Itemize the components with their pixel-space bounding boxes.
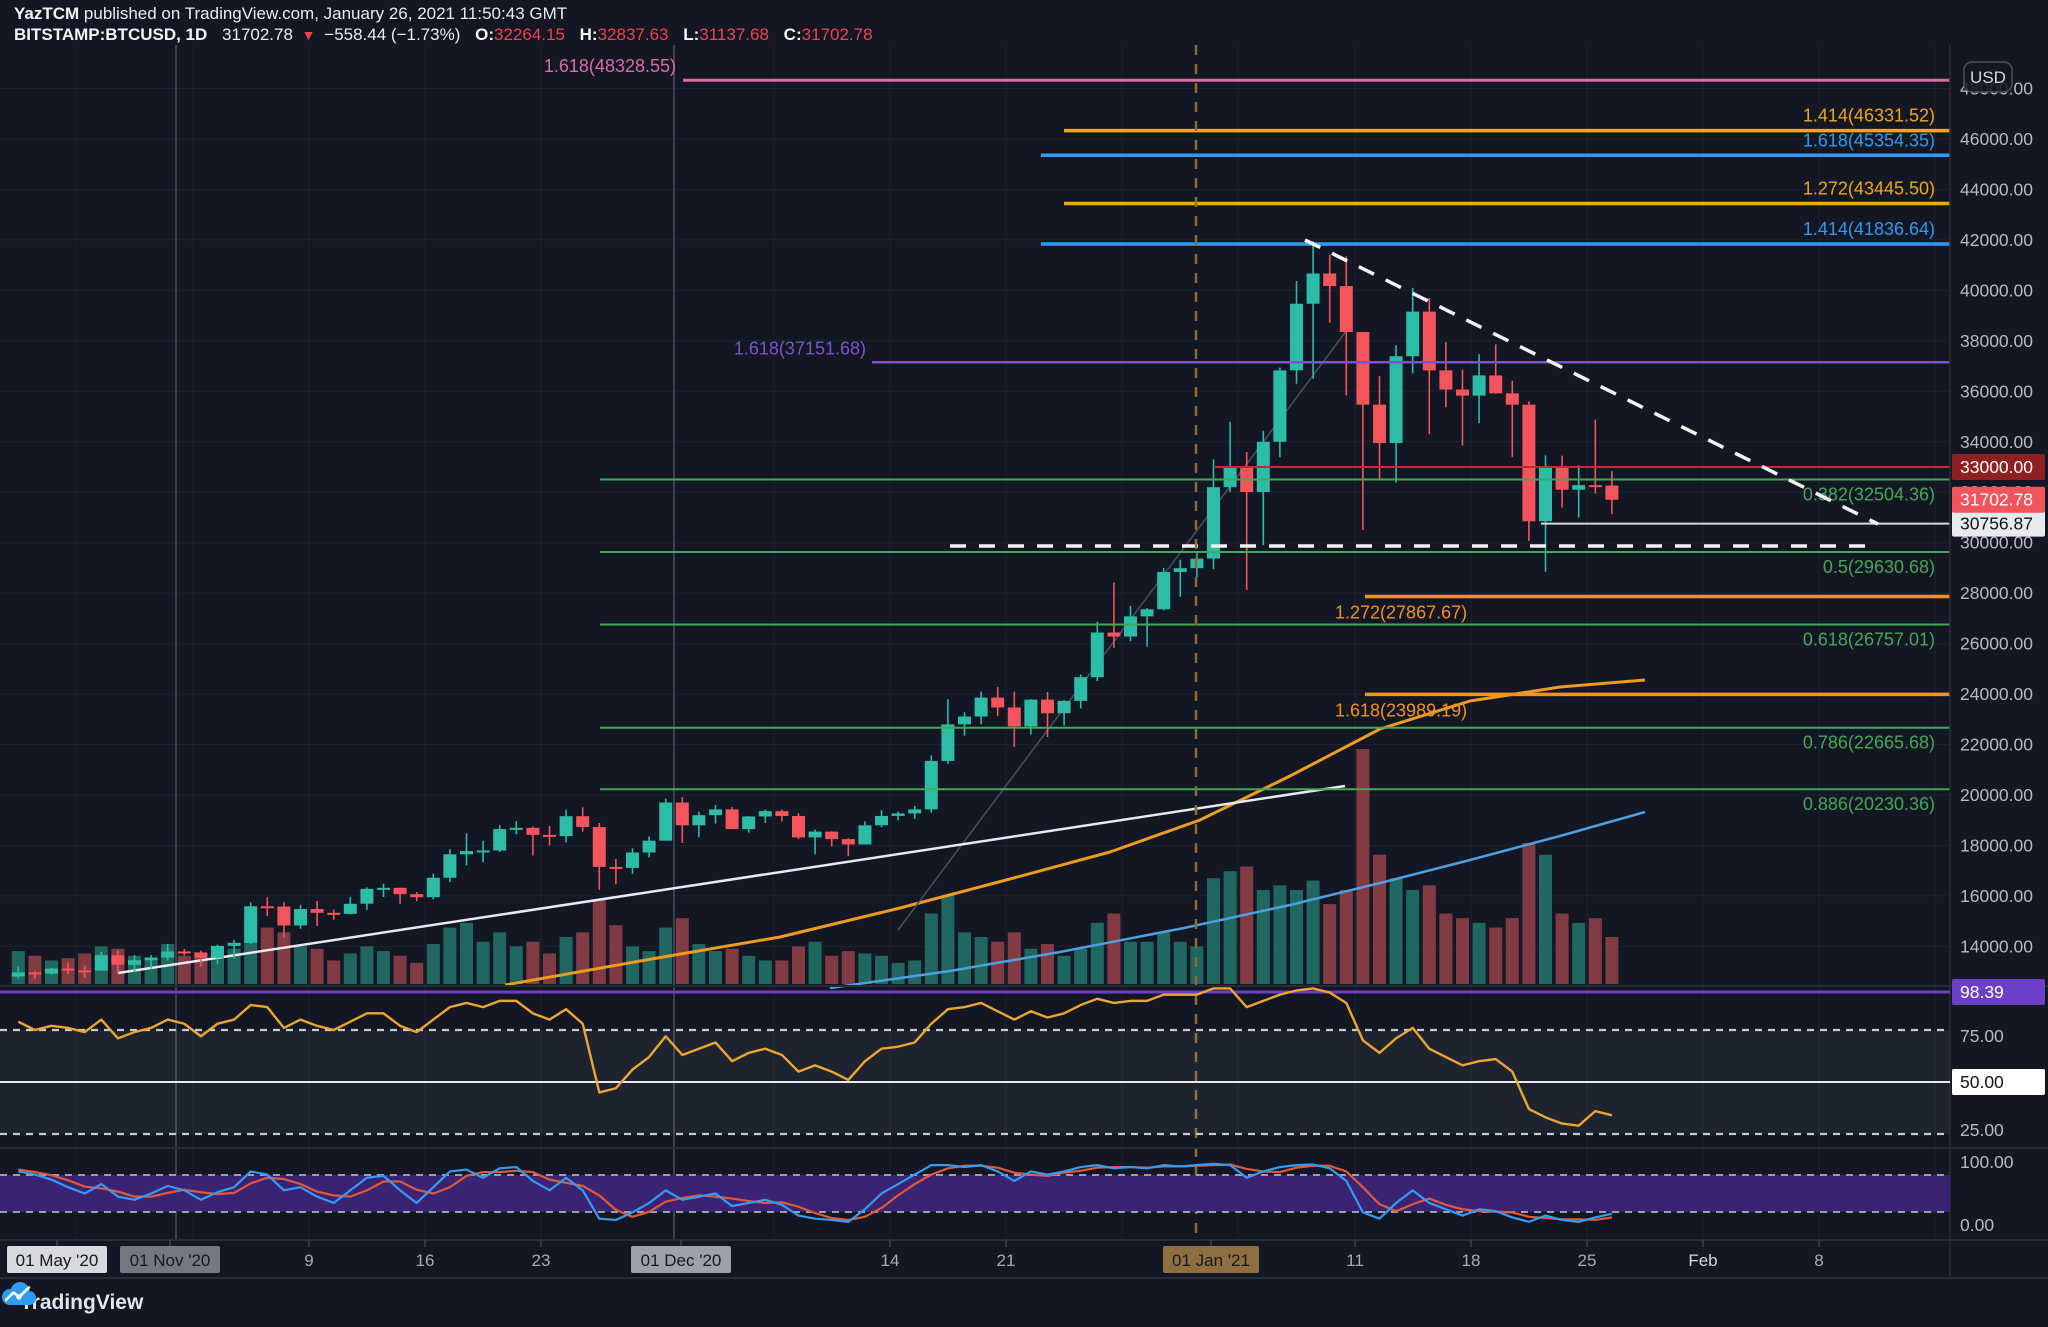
svg-text:25.00: 25.00 [1960, 1120, 2004, 1140]
svg-text:21: 21 [997, 1251, 1016, 1270]
svg-text:0.618(26757.01): 0.618(26757.01) [1803, 630, 1935, 650]
fib-extension-pink: 1.618(48328.55) [544, 56, 1950, 82]
svg-text:33000.00: 33000.00 [1960, 457, 2033, 477]
svg-text:8: 8 [1814, 1251, 1823, 1270]
open-label: O: [475, 25, 494, 44]
svg-text:20000.00: 20000.00 [1960, 785, 2033, 805]
last-price: 31702.78 [222, 25, 293, 44]
svg-text:46000.00: 46000.00 [1960, 129, 2033, 149]
svg-text:0.00: 0.00 [1960, 1215, 1994, 1235]
price-scale[interactable]: 48000.0046000.0044000.0042000.0040000.00… [1952, 79, 2045, 1235]
svg-text:14000.00: 14000.00 [1960, 936, 2033, 956]
low-label: L: [683, 25, 700, 44]
volume-bars [11, 749, 1619, 984]
svg-text:USD: USD [1970, 68, 2006, 87]
svg-text:18: 18 [1462, 1251, 1481, 1270]
svg-text:01 Dec '20: 01 Dec '20 [641, 1251, 722, 1270]
price-change: −558.44 (−1.73%) [324, 25, 461, 44]
footer: TradingView [0, 1279, 2048, 1327]
svg-text:25: 25 [1578, 1251, 1597, 1270]
close-label: C: [783, 25, 802, 44]
fib-retracement-green: 0.382(32504.36) 0.5(29630.68) 0.618(26757.… [600, 478, 1950, 814]
svg-text:30756.87: 30756.87 [1960, 514, 2033, 534]
svg-text:36000.00: 36000.00 [1960, 381, 2033, 401]
svg-text:0.5(29630.68): 0.5(29630.68) [1823, 557, 1935, 577]
moving-averages [504, 678, 1646, 990]
high-label: H: [579, 25, 598, 44]
svg-text:14: 14 [881, 1251, 900, 1270]
fib-extension-orange: 1.272(27867.67) 1.618(23989.19) [1335, 594, 1950, 720]
svg-text:01 May '20: 01 May '20 [16, 1251, 99, 1270]
rsi-pane [0, 987, 1950, 1136]
high-value: 32837.63 [597, 25, 669, 44]
svg-text:31702.78: 31702.78 [1960, 490, 2033, 510]
svg-text:30000.00: 30000.00 [1960, 533, 2033, 553]
svg-text:28000.00: 28000.00 [1960, 583, 2033, 603]
svg-text:44000.00: 44000.00 [1960, 179, 2033, 199]
trendlines [117, 325, 1351, 975]
level-lines [1215, 466, 1950, 525]
fib-extension-yellow: 1.414(46331.52) 1.272(43445.50) [1064, 106, 1950, 206]
svg-text:18000.00: 18000.00 [1960, 835, 2033, 855]
svg-text:1.414(41836.64): 1.414(41836.64) [1803, 219, 1935, 239]
svg-text:34000.00: 34000.00 [1960, 432, 2033, 452]
brand-name[interactable]: TradingView [20, 1291, 144, 1314]
svg-text:26000.00: 26000.00 [1960, 634, 2033, 654]
time-axis[interactable]: 01 May '20 01 Nov '20 9 16 23 01 Dec '20 14 21 0… [7, 1240, 1824, 1273]
svg-text:98.39: 98.39 [1960, 982, 2004, 1002]
svg-text:42000.00: 42000.00 [1960, 230, 2033, 250]
fib-extension-purple: 1.618(37151.68) [734, 338, 1950, 364]
svg-text:23: 23 [532, 1251, 551, 1270]
svg-text:1.618(23989.19): 1.618(23989.19) [1335, 700, 1467, 720]
low-value: 31137.68 [699, 25, 769, 44]
publish-line: YazTCM published on TradingView.com, Jan… [14, 3, 2048, 24]
symbol-line: BITSTAMP:BTCUSD, 1D 31702.78 ▼ −558.44 (… [14, 24, 2048, 46]
stoch-pane [0, 1162, 1950, 1223]
svg-text:1.272(27867.67): 1.272(27867.67) [1335, 602, 1467, 622]
published-info: published on TradingView.com, January 26… [79, 4, 568, 23]
svg-text:Feb: Feb [1688, 1251, 1717, 1270]
svg-text:38000.00: 38000.00 [1960, 331, 2033, 351]
svg-text:1.618(48328.55): 1.618(48328.55) [544, 56, 676, 76]
svg-text:50.00: 50.00 [1960, 1072, 2004, 1092]
svg-text:22000.00: 22000.00 [1960, 735, 2033, 755]
svg-text:0.786(22665.68): 0.786(22665.68) [1803, 733, 1935, 753]
svg-text:40000.00: 40000.00 [1960, 280, 2033, 300]
svg-text:01 Jan '21: 01 Jan '21 [1172, 1251, 1250, 1270]
author-name: YazTCM [14, 4, 80, 23]
svg-text:1.618(45354.35): 1.618(45354.35) [1803, 130, 1935, 150]
svg-text:1.272(43445.50): 1.272(43445.50) [1803, 178, 1935, 198]
symbol-title: BITSTAMP:BTCUSD, 1D [14, 25, 208, 44]
svg-text:0.886(20230.36): 0.886(20230.36) [1803, 794, 1935, 814]
svg-text:0.382(32504.36): 0.382(32504.36) [1803, 485, 1935, 505]
svg-text:100.00: 100.00 [1960, 1152, 2014, 1172]
svg-text:16000.00: 16000.00 [1960, 886, 2033, 906]
down-triangle-icon: ▼ [301, 27, 316, 43]
svg-text:11: 11 [1346, 1251, 1364, 1270]
pane-separators [0, 45, 2048, 1279]
close-value: 31702.78 [801, 25, 873, 44]
open-value: 32264.15 [494, 25, 565, 44]
svg-text:1.618(37151.68): 1.618(37151.68) [734, 338, 866, 358]
dashed-drawings [950, 45, 1879, 1240]
svg-text:75.00: 75.00 [1960, 1026, 2004, 1046]
svg-text:01 Nov '20: 01 Nov '20 [130, 1251, 211, 1270]
svg-text:16: 16 [416, 1251, 435, 1270]
svg-text:1.414(46331.52): 1.414(46331.52) [1803, 106, 1935, 126]
svg-text:9: 9 [304, 1251, 313, 1270]
usd-currency-button[interactable]: USD [1963, 61, 2013, 93]
fib-extension-blue: 1.618(45354.35) 1.414(41836.64) [1041, 130, 1950, 246]
candles [11, 241, 1619, 980]
svg-text:24000.00: 24000.00 [1960, 684, 2033, 704]
chart-header: YazTCM published on TradingView.com, Jan… [0, 0, 2048, 48]
